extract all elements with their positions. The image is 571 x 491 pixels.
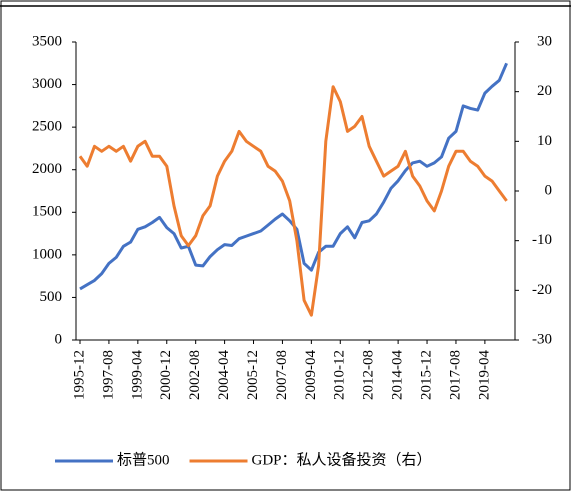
x-tick-label: 2007-08 [274, 350, 290, 400]
x-tick-label: 1997-08 [100, 350, 116, 400]
y2-tick-label: -20 [532, 282, 552, 298]
legend-label: GDP：私人设备投资（右） [252, 451, 432, 468]
x-tick-label: 2004-04 [216, 350, 232, 400]
y-tick-label: 3500 [32, 33, 62, 49]
y-tick-label: 1500 [32, 204, 62, 220]
x-tick-label: 2019-04 [476, 350, 492, 400]
y-tick-label: 500 [40, 289, 63, 305]
x-tick-label: 2005-12 [245, 350, 261, 400]
y-tick-label: 0 [55, 331, 63, 347]
x-tick-label: 2000-12 [158, 350, 174, 400]
x-tick-label: 2010-12 [332, 350, 348, 400]
x-tick-label: 2012-08 [361, 350, 377, 400]
series-line [79, 62, 508, 291]
series-line [78, 85, 508, 317]
x-tick-label: 1995-12 [71, 350, 87, 400]
x-tick-label: 2017-08 [447, 350, 463, 400]
y-tick-label: 2500 [32, 119, 62, 135]
y2-tick-label: 20 [537, 83, 552, 99]
x-tick-label: 2015-12 [418, 350, 434, 400]
y-tick-label: 3000 [32, 76, 62, 92]
y2-tick-label: 30 [537, 33, 552, 49]
y2-tick-label: -10 [532, 232, 552, 248]
legend-label: 标普500 [117, 451, 170, 468]
x-tick-label: 1999-04 [129, 350, 145, 400]
y2-tick-label: 0 [545, 182, 553, 198]
y-tick-label: 2000 [32, 161, 62, 177]
y2-tick-label: -30 [532, 331, 552, 347]
y-tick-label: 1000 [32, 246, 62, 262]
x-tick-label: 2014-04 [390, 350, 406, 400]
y2-tick-label: 10 [537, 133, 552, 149]
x-tick-label: 2009-04 [303, 350, 319, 400]
x-tick-label: 2002-08 [187, 350, 203, 400]
